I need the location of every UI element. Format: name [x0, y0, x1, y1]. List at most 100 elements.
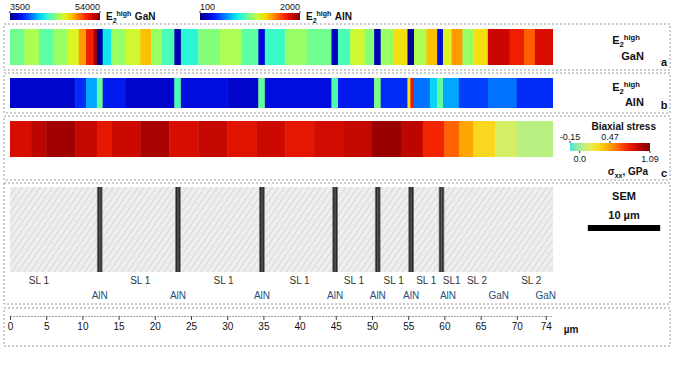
heat-cell [174, 29, 181, 65]
tick: 50 [367, 316, 379, 332]
tick-label: 15 [114, 321, 126, 332]
heat-cell [97, 121, 112, 157]
sem-title: SEM [612, 190, 636, 202]
tick: 45 [331, 316, 343, 332]
text-part: high [317, 10, 332, 18]
tick: 25 [186, 316, 198, 332]
tick: 15 [114, 316, 126, 332]
tick-mark [517, 316, 518, 320]
tick-mark [336, 316, 337, 320]
legend-label: E2highAlN [306, 10, 352, 24]
layer-label: SL 1 [29, 275, 50, 286]
heat-cell [285, 29, 307, 65]
heat-cell [79, 29, 87, 65]
heat-cell [517, 78, 553, 108]
heat-cell [459, 121, 474, 157]
tick: 10 [77, 316, 89, 332]
heat-cell [473, 121, 495, 157]
panel-label: E2high [612, 80, 640, 97]
heat-cell [103, 78, 127, 108]
interlayer-band [332, 187, 338, 272]
heat-cell [53, 29, 68, 65]
layer-label: SL 1 [130, 275, 151, 286]
colorbar-unit: σxx, GPa [608, 166, 649, 179]
tick-mark [481, 316, 482, 320]
axis-line [11, 316, 554, 317]
heat-cell [437, 78, 443, 108]
layer-label: AlN [92, 290, 108, 301]
interlayer-band [439, 187, 445, 272]
color-tick-label: 0.0 [573, 154, 586, 164]
heat-cell [524, 29, 535, 65]
color-bar [10, 13, 100, 20]
heat-cell [97, 29, 103, 65]
tick-mark [408, 316, 409, 320]
heat-cell [256, 121, 285, 157]
tick: 0 [8, 316, 14, 332]
tick: 40 [295, 316, 307, 332]
heat-cell [307, 29, 332, 65]
panel-label: E2high [612, 33, 640, 50]
heat-cell [140, 121, 169, 157]
text-part: 2 [113, 17, 117, 24]
heat-cell [488, 29, 510, 65]
layer-label: AlN [327, 290, 343, 301]
heat-cell [410, 78, 414, 108]
legend-label: E2highGaN [106, 10, 155, 24]
text-part: AlN [625, 96, 644, 108]
tick-mark [10, 316, 11, 320]
tick-mark [546, 316, 547, 320]
heat-cell [111, 29, 126, 65]
figure: 350054000E2highGaN1002000E2highAlNE2high… [0, 0, 675, 366]
tick: 60 [439, 316, 451, 332]
layer-label: AlN [440, 290, 456, 301]
heat-cell [46, 121, 75, 157]
heat-cell [488, 78, 517, 108]
heat-cell [68, 29, 79, 65]
heat-cell [227, 121, 256, 157]
heat-cell [126, 78, 175, 108]
tick-mark [227, 316, 228, 320]
text-part: 2 [619, 87, 623, 96]
layer-label: SL 1 [384, 275, 405, 286]
heat-cell [265, 29, 286, 65]
heat-cell [452, 29, 463, 65]
heat-cell [463, 29, 474, 65]
text-part: E [612, 81, 619, 93]
heat-cell [103, 29, 112, 65]
heat-cell [314, 121, 343, 157]
color-tick-label: 1.09 [641, 154, 659, 164]
color-tick-label: 54000 [75, 2, 100, 12]
text-part: high [624, 33, 641, 42]
heat-cell [401, 121, 423, 157]
text-part: 2 [619, 40, 623, 49]
panel-letter: b [661, 99, 668, 111]
heat-cell [227, 78, 259, 108]
heat-cell [374, 29, 381, 65]
color-tick [579, 151, 580, 153]
heat-cell [331, 29, 338, 65]
layer-label: AlN [170, 290, 186, 301]
color-tick-label: -0.15 [560, 132, 581, 142]
interlayer-band [259, 187, 265, 272]
heat-cell [343, 121, 372, 157]
text-part: E [612, 34, 619, 46]
layer-label: SL 1 [289, 275, 310, 286]
tick: 65 [476, 316, 488, 332]
heat-cell [381, 78, 408, 108]
heat-cell [258, 29, 265, 65]
heat-cell [443, 29, 452, 65]
heat-cell [75, 78, 86, 108]
text-part: xx [615, 172, 623, 179]
heat-cell [220, 29, 242, 65]
tick: 30 [222, 316, 234, 332]
heat-cell [39, 29, 54, 65]
heat-cell [459, 78, 488, 108]
interlayer-band [375, 187, 381, 272]
text-part: high [624, 80, 641, 89]
x-axis: 051015202530354045505560657074 [8, 316, 554, 332]
heat-cell [365, 29, 375, 65]
axis-frame [4, 308, 670, 346]
heat-cell [473, 29, 488, 65]
heat-cell [331, 78, 338, 108]
